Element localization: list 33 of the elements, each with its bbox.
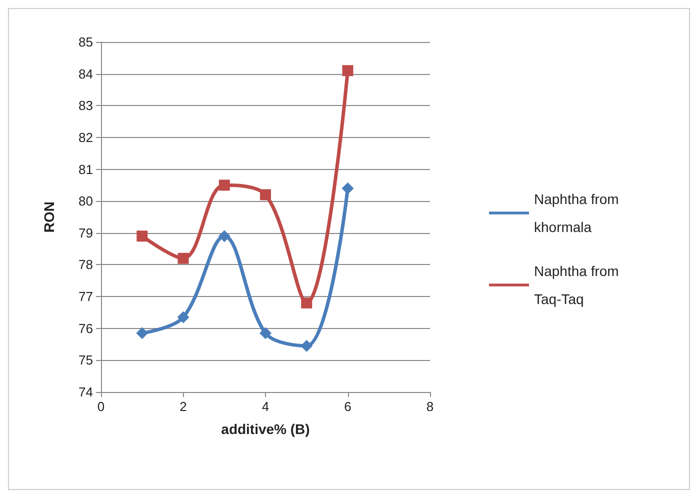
x-tick-label: 2 bbox=[180, 399, 187, 414]
y-tick-label: 84 bbox=[78, 66, 93, 82]
y-tick-label: 77 bbox=[78, 289, 93, 304]
y-tick-label: 79 bbox=[78, 225, 93, 240]
point bbox=[177, 311, 190, 324]
point bbox=[342, 65, 354, 76]
y-tick-label: 75 bbox=[78, 352, 93, 368]
legend-label: Naphtha from khormala bbox=[534, 191, 623, 235]
y-tick-label: 82 bbox=[78, 130, 93, 145]
y-tick-label: 81 bbox=[78, 162, 93, 177]
x-tick-label: 4 bbox=[262, 399, 270, 414]
point bbox=[218, 230, 230, 242]
point bbox=[178, 252, 189, 264]
point bbox=[136, 327, 148, 340]
point bbox=[260, 327, 272, 340]
x-tick-label: 8 bbox=[426, 399, 434, 414]
point bbox=[136, 230, 148, 242]
point bbox=[260, 189, 271, 200]
point bbox=[342, 182, 354, 194]
point bbox=[301, 297, 312, 308]
y-tick-label: 78 bbox=[78, 257, 93, 272]
y-tick-label: 76 bbox=[78, 320, 93, 336]
x-tick-label: 6 bbox=[344, 399, 352, 414]
y-tick-label: 74 bbox=[78, 384, 93, 400]
x-axis-title: additive% (B) bbox=[221, 421, 310, 437]
point bbox=[218, 180, 230, 191]
legend-label: Naphtha from Taq-Taq bbox=[534, 263, 623, 307]
y-tick-label: 83 bbox=[78, 98, 93, 114]
point bbox=[300, 340, 313, 352]
y-tick-label: 85 bbox=[78, 34, 93, 50]
y-axis-title: RON bbox=[41, 201, 57, 233]
x-tick-label: 0 bbox=[97, 399, 105, 414]
y-tick-label: 80 bbox=[78, 194, 93, 209]
